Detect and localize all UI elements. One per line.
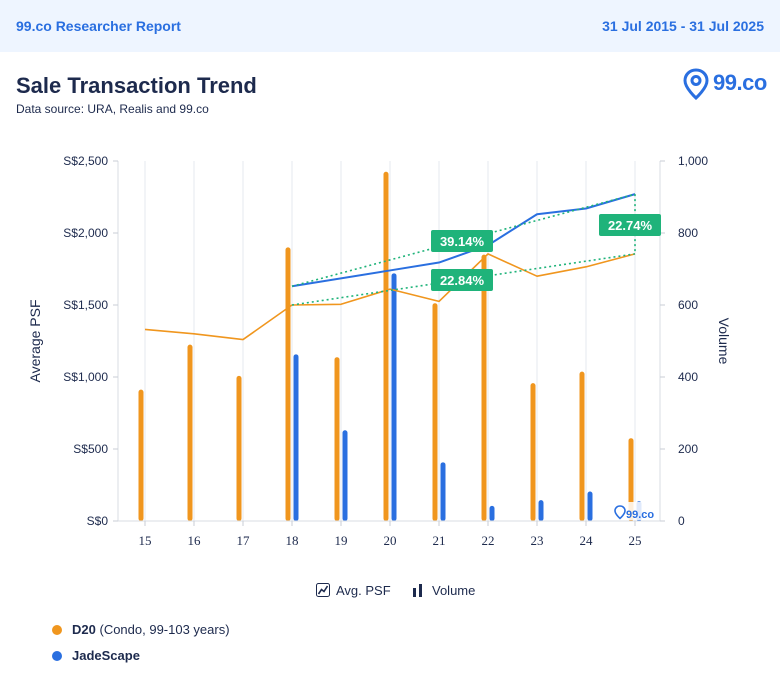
chart-axes: S$0 S$500 S$1,000 S$1,500 S$2,000 S$2,500 0 200…	[27, 154, 732, 548]
bar-d20	[530, 383, 536, 521]
line-chart-icon	[316, 583, 330, 597]
tick-label-right: 1,000	[678, 154, 708, 168]
series-key-jadescape: JadeScape	[52, 648, 140, 663]
chart-watermark: 99.co	[609, 502, 655, 521]
annotation-d20-growth-bg	[431, 269, 493, 291]
bar-jadescape	[391, 273, 397, 521]
tick-label-left: S$500	[73, 442, 108, 456]
tick-label-x: 21	[433, 533, 446, 548]
bar-d20	[579, 371, 585, 521]
tick-label-right: 400	[678, 370, 698, 384]
logo-text: 99.co	[713, 70, 767, 95]
legend-volume-label: Volume	[432, 583, 476, 598]
tick-label-x: 15	[139, 533, 152, 548]
annotation-jadescape-growth: 39.14%	[431, 230, 493, 252]
annotation-d20-growth-end-text: 22.74%	[608, 218, 653, 233]
chart-bars: 99.co	[138, 171, 655, 522]
bar-jadescape	[489, 505, 495, 521]
bar-d20	[285, 247, 291, 521]
brand-logo: 99.co	[683, 68, 767, 101]
trendline-jadescape	[291, 193, 636, 288]
tick-label-left: S$1,500	[63, 298, 108, 312]
bar-jadescape	[587, 491, 593, 521]
tick-label-x: 25	[629, 533, 642, 548]
annotation-jadescape-growth-bg	[431, 230, 493, 252]
sale-transaction-chart: 99.co S$0 S$500 S$1,000 S$1,500 S$2,000 S$2,5…	[27, 154, 732, 548]
page-title: Sale Transaction Trend	[16, 73, 257, 98]
tick-label-x: 17	[237, 533, 251, 548]
report-header: 99.co Researcher Report 31 Jul 2015 - 31…	[0, 0, 780, 52]
series-dot-d20	[52, 625, 62, 635]
data-source: Data source: URA, Realis and 99.co	[16, 102, 209, 116]
bar-d20	[481, 254, 487, 521]
tick-label-x: 18	[286, 533, 299, 548]
tick-label-left: S$0	[87, 514, 109, 528]
annotation-jadescape-growth-text: 39.14%	[440, 234, 485, 249]
bar-d20	[138, 389, 144, 521]
annotation-d20-growth-text: 22.84%	[440, 273, 485, 288]
line-d20	[144, 253, 636, 341]
date-range: 31 Jul 2015 - 31 Jul 2025	[602, 18, 764, 34]
bar-d20	[432, 303, 438, 521]
chart-legend: Avg. PSF Volume	[0, 580, 780, 604]
bar-jadescape	[538, 500, 544, 521]
legend-avg-psf-label: Avg. PSF	[336, 583, 391, 598]
bar-d20	[187, 344, 193, 521]
watermark-pin-icon	[614, 505, 626, 520]
legend-avg-psf[interactable]: Avg. PSF	[316, 583, 391, 598]
chart-annotations: 39.14% 22.84% 22.74%	[431, 214, 661, 291]
series-dot-jadescape	[52, 651, 62, 661]
tick-label-right: 0	[678, 514, 685, 528]
tick-label-left: S$2,500	[63, 154, 108, 168]
tick-label-x: 19	[335, 533, 348, 548]
tick-label-right: 200	[678, 442, 698, 456]
bar-chart-icon	[413, 584, 422, 597]
bar-jadescape	[342, 430, 348, 521]
legend-volume[interactable]: Volume	[412, 583, 475, 598]
annotation-d20-growth-end-bg	[599, 214, 661, 236]
bar-jadescape	[440, 462, 446, 521]
tick-label-x: 22	[482, 533, 495, 548]
series-key-jadescape-name: JadeScape	[72, 648, 140, 663]
tick-label-x: 24	[580, 533, 594, 548]
y-axis-right-title: Volume	[716, 318, 732, 365]
bar-d20	[236, 375, 242, 521]
annotation-d20-growth-end: 22.74%	[599, 214, 661, 236]
tick-label-left: S$2,000	[63, 226, 108, 240]
report-brand: 99.co Researcher Report	[16, 18, 181, 34]
bar-d20	[334, 357, 340, 521]
tick-label-x: 20	[384, 533, 397, 548]
chart-grid	[144, 161, 636, 521]
series-key-d20-name: D20	[72, 622, 96, 637]
location-pin-icon	[683, 68, 709, 101]
series-key-d20-detail: (Condo, 99-103 years)	[99, 622, 230, 637]
y-axis-left-title: Average PSF	[27, 299, 43, 382]
tick-label-x: 23	[531, 533, 544, 548]
tick-label-x: 16	[188, 533, 202, 548]
bar-jadescape	[293, 354, 299, 521]
watermark-text: 99.co	[626, 509, 654, 521]
series-key-d20: D20 (Condo, 99-103 years)	[52, 622, 230, 637]
tick-label-left: S$1,000	[63, 370, 108, 384]
annotation-d20-growth: 22.84%	[431, 269, 493, 291]
tick-label-right: 600	[678, 298, 698, 312]
bar-d20	[383, 171, 389, 522]
tick-label-right: 800	[678, 226, 698, 240]
bar-d20	[628, 438, 634, 521]
